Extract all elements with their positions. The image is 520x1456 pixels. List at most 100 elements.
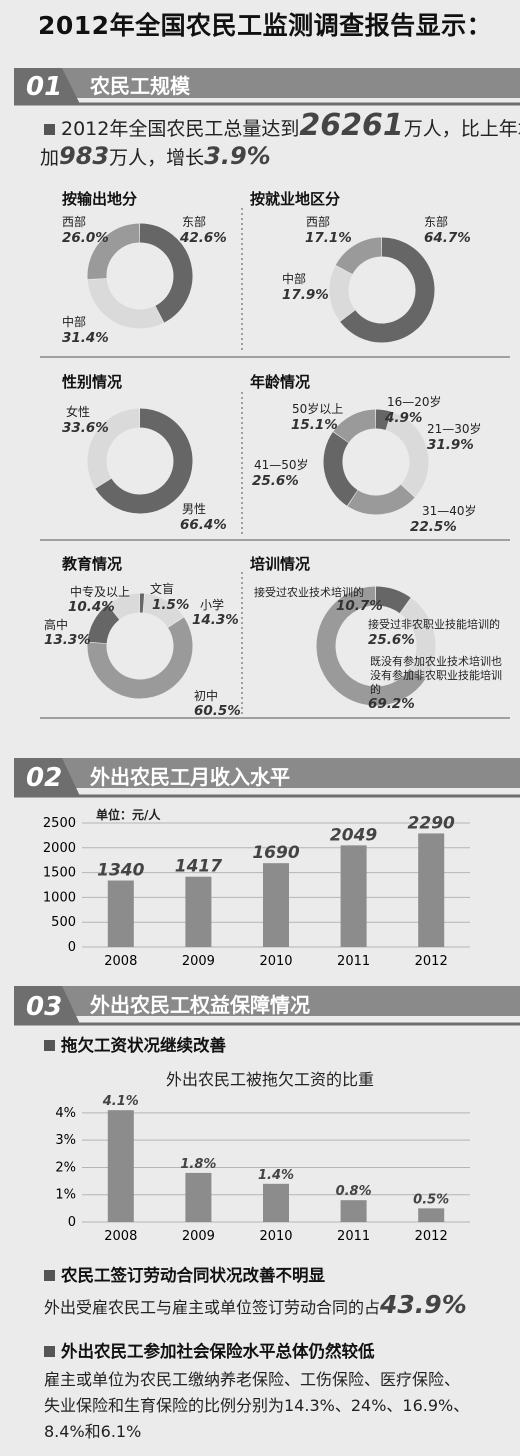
donut-slice-1-1 [339,270,347,315]
insurance-heading: 外出农民工参加社会保险水平总体仍然较低 [44,1338,375,1362]
y-tick-label: 4% [55,1106,76,1121]
insurance-line-1: 雇主或单位为农民工缴纳养老保险、工伤保险、医疗保险、 [44,1366,460,1390]
bar-value-label: 1340 [97,861,144,881]
gender-female-label: 女性 [66,403,90,420]
age-41-50-label: 41—50岁 [254,456,309,473]
origin-east-pct: 42.6% [180,230,227,246]
training-none-label: 既没有参加农业技术培训也没有参加非农职业技能培训的 [370,655,512,697]
donut-slice-3-1 [389,421,419,491]
employment-west-label: 西部 [306,213,330,230]
donut-slice-4-2 [97,623,183,690]
edu-primary-pct: 14.3% [192,612,239,628]
age-50plus-pct: 15.1% [291,417,338,433]
section-02-title: 外出农民工月收入水平 [90,761,290,790]
x-tick-label: 2012 [415,1229,448,1244]
donut-slice-4-3 [97,612,113,642]
edu-secondary-vocational-pct: 10.4% [68,599,115,615]
income-bar-chart: 0500100015002000250013402008141720091690… [0,800,520,980]
origin-central-pct: 31.4% [62,330,109,346]
training-nonagri-pct: 25.6% [368,632,415,648]
y-tick-label: 2% [55,1160,76,1175]
bar-value-label: 0.8% [336,1184,372,1199]
edu-illiterate-label: 文盲 [150,580,174,597]
edu-middle-school-pct: 60.5% [194,703,241,719]
y-tick-label: 1000 [43,890,76,905]
age-50plus-label: 50岁以上 [292,400,343,417]
x-tick-label: 2010 [259,954,292,969]
section-03-number: 03 [26,992,62,1022]
bar [185,1173,211,1222]
origin-west-label: 西部 [62,213,86,230]
x-tick-label: 2011 [337,954,370,969]
age-21-30-pct: 31.9% [427,437,474,453]
contract-heading: 农民工签订劳动合同状况改善不明显 [44,1262,325,1286]
employment-east-label: 东部 [424,213,448,230]
donut-slice-1-2 [344,247,381,270]
bullet-square-icon [44,1346,55,1357]
donut-slice-0-0 [140,233,183,314]
contract-heading-text: 农民工签订劳动合同状况改善不明显 [61,1266,325,1285]
x-tick-label: 2011 [337,1229,370,1244]
bar-value-label: 0.5% [413,1192,449,1207]
bar [185,877,211,947]
bar [418,833,444,947]
age-31-40-label: 31—40岁 [422,502,477,519]
bar-value-label: 1417 [175,857,222,877]
edu-high-school-pct: 13.3% [44,632,91,648]
origin-east-label: 东部 [182,213,206,230]
edu-primary-label: 小学 [200,596,224,613]
edu-secondary-vocational-label: 中专及以上 [70,583,130,600]
donut-slice-0-1 [97,279,159,319]
edu-high-school-label: 高中 [44,616,68,633]
gender-female-pct: 33.6% [62,420,109,436]
bar-value-label: 2049 [330,825,377,845]
age-16-20-label: 16—20岁 [387,393,442,410]
bar [108,1110,134,1222]
bullet-square-icon [44,1040,55,1051]
employment-west-pct: 17.1% [305,230,352,246]
edu-illiterate-pct: 1.5% [152,597,189,613]
bullet-square-icon [44,1270,55,1281]
y-tick-label: 2000 [43,841,76,856]
bar-value-label: 1.4% [258,1168,294,1183]
insurance-line-2: 失业保险和生育保险的比例分别为14.3%、24%、16.9%、 [44,1392,469,1416]
origin-west-pct: 26.0% [62,230,109,246]
bar [108,881,134,947]
section-03-title: 外出农民工权益保障情况 [90,989,310,1018]
bar [263,863,289,947]
origin-central-label: 中部 [62,313,86,330]
training-nonagri-label: 接受过非农职业技能培训的 [368,616,500,632]
y-tick-label: 3% [55,1133,76,1148]
section-02-number: 02 [26,763,62,793]
donut-slice-3-3 [333,437,352,497]
donut-slice-4-4 [114,603,140,612]
x-tick-label: 2009 [182,1229,215,1244]
bar [418,1208,444,1222]
y-tick-label: 2500 [43,816,76,831]
bar [341,845,367,947]
y-tick-label: 500 [51,915,76,930]
donut-slice-3-2 [353,491,408,505]
y-tick-label: 0 [68,1215,76,1230]
employment-central-pct: 17.9% [282,287,329,303]
y-tick-label: 1500 [43,866,76,881]
bar-value-label: 1.8% [180,1157,216,1172]
contract-line: 外出受雇农民工与雇主或单位签订劳动合同的占43.9% [44,1290,467,1319]
contract-pct: 43.9% [380,1290,467,1319]
training-agri-pct: 10.7% [336,598,383,614]
gender-male-label: 男性 [182,500,206,517]
bar [263,1184,289,1222]
x-tick-label: 2012 [415,954,448,969]
bar [341,1200,367,1222]
bar-value-label: 1690 [252,843,299,863]
y-tick-label: 0 [68,940,76,955]
x-tick-label: 2010 [259,1229,292,1244]
bar-value-label: 2290 [408,813,455,833]
bar-value-label: 4.1% [102,1094,139,1109]
y-tick-label: 1% [55,1188,76,1203]
insurance-line-3: 8.4%和6.1% [44,1418,141,1442]
insurance-heading-text: 外出农民工参加社会保险水平总体仍然较低 [61,1342,375,1361]
donut-slice-3-4 [341,419,375,437]
arrears-bar-chart: 0 1% 2% 3% 4% 4.1% 2008 1.8% 2009 1.4% 2010 0.8% 201… [0,1080,520,1260]
x-tick-label: 2008 [104,1229,137,1244]
